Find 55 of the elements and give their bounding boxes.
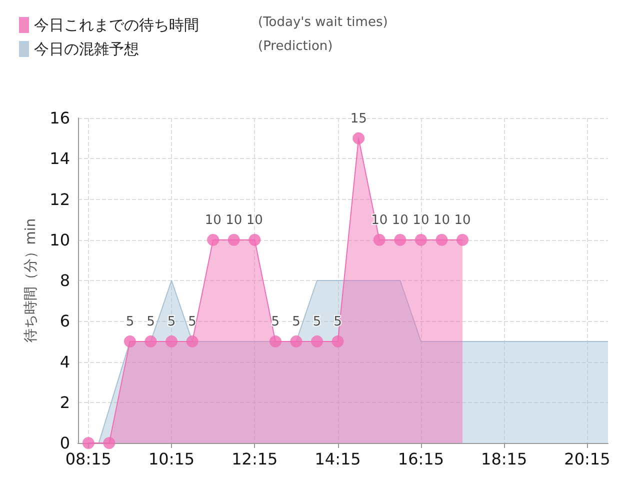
y-tick-label: 8 [60,271,70,290]
point [352,132,365,144]
legend-label: 今日これまでの待ち時間 [34,16,199,34]
data-label: 10 [392,212,408,228]
data-label: 5 [146,314,155,330]
y-tick-label: 4 [60,352,70,372]
point [248,234,261,246]
data-label: 5 [188,314,196,330]
text: (Prediction) [258,39,333,54]
point [144,335,157,348]
y-axis-title: 待ち時間（分）min [23,218,39,343]
point [103,437,116,449]
point [124,335,136,348]
point [436,234,448,246]
y-tick-label: 14 [50,149,70,168]
text: (Today's wait times) [258,15,388,30]
data-label: 10 [246,212,263,228]
data-label: 10 [226,212,242,228]
data-label: 10 [412,212,430,228]
x-tick-label: 16:15 [398,450,444,468]
point [269,335,282,348]
y-tick-label: 0 [60,434,70,452]
point [394,234,406,246]
x-tick-label: 10:15 [148,450,195,468]
x-tick-label: 08:15 [65,450,112,468]
data-label: 10 [454,212,471,228]
y-tick-label: 12 [50,190,70,209]
point [456,234,469,246]
point [228,234,240,246]
x-tick-label: 20:15 [564,450,610,468]
y-tick-label: 2 [60,392,70,412]
data-label: 5 [126,314,134,330]
data-label: 10 [204,212,222,228]
y-tick-label: 16 [50,108,70,128]
data-label: 5 [167,314,176,330]
x-tick-label: 18:15 [481,450,528,468]
data-label: 5 [271,314,280,330]
x-tick-label: 12:15 [232,450,278,468]
y-tick-label: 6 [60,312,70,331]
data-label: 5 [312,314,322,330]
point [332,335,344,348]
legend-label: 今日の混雑予想 [34,40,139,58]
point [373,234,386,246]
x-tick-label: 14:15 [314,450,361,468]
point [166,335,178,348]
point [186,335,198,348]
point [311,335,324,348]
data-label: 10 [433,212,450,228]
point [414,234,427,246]
data-label: 15 [350,111,367,126]
data-label: 5 [292,314,300,330]
y-tick-label: 10 [50,230,70,250]
point [82,437,94,449]
point [207,234,220,246]
point [290,335,302,348]
